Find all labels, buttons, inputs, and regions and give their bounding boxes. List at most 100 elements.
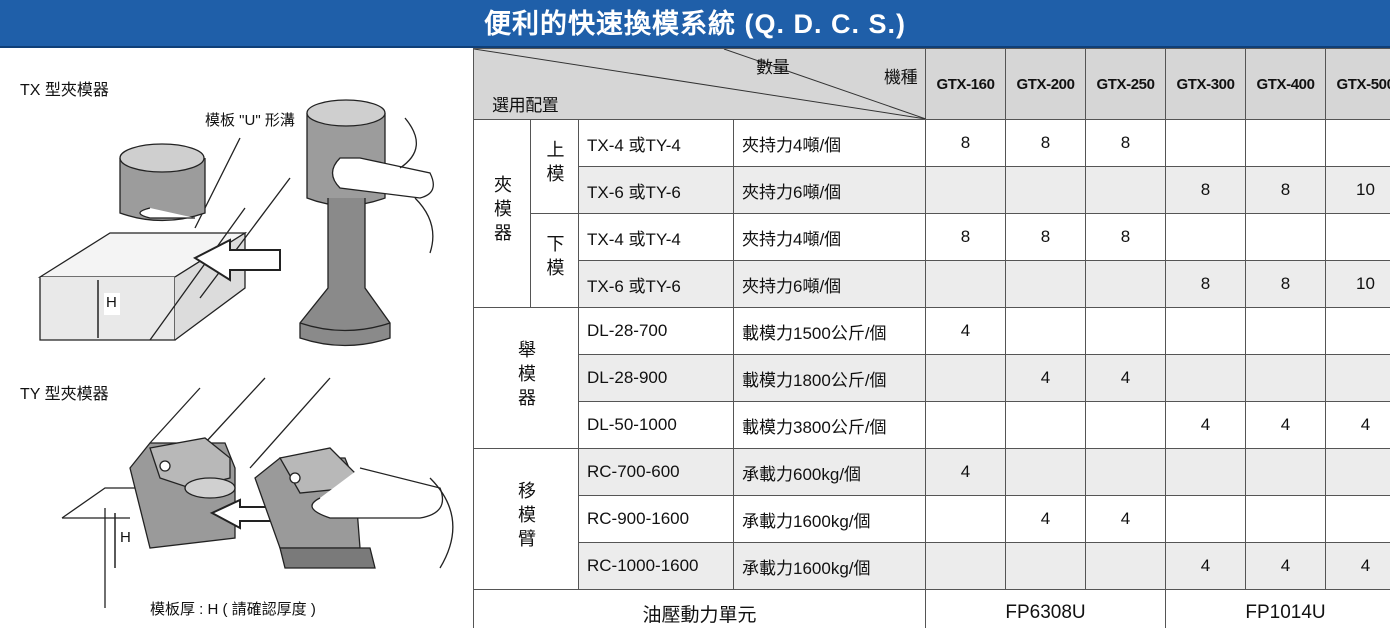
header-row: 選用配置 數量 機種 GTX-160 GTX-200 GTX-250 GTX-300 G… [473,48,1390,120]
count: 4 [1280,556,1291,575]
count: 8 [1280,274,1291,293]
table-row: TX-6 或TY-6 夾持力6噸/個 8 8 10 [474,260,1390,308]
count-cell [1085,401,1166,449]
h-label: H [120,529,131,546]
count-cell: 8 [1245,166,1326,214]
count-cell [925,542,1006,590]
count-cell [1085,307,1166,355]
count-cell [1165,119,1246,167]
count: 4 [1200,415,1211,434]
count: 10 [1356,180,1375,199]
count: 8 [1200,274,1211,293]
count: 8 [1120,133,1131,152]
table-row: RC-900-1600 承載力1600kg/個 4 4 [474,495,1390,543]
spec-cell: 載模力3800公斤/個 [733,401,926,449]
count-cell [1245,307,1326,355]
count: 4 [1200,556,1211,575]
table-wrap: 選用配置 數量 機種 GTX-160 GTX-200 GTX-250 GTX-300 G… [473,48,1390,628]
count-cell [1085,448,1166,496]
table-row: DL-50-1000 載模力3800公斤/個 4 4 4 [474,401,1390,449]
spec-cell: 夾持力6噸/個 [733,166,926,214]
quantity-label: 數量 [756,58,790,77]
h-label: H [106,294,117,311]
spec-cell: 夾持力6噸/個 [733,260,926,308]
count: 4 [1360,415,1371,434]
tx-label: TX 型夾模器 [20,82,109,99]
count-cell: 8 [1085,213,1166,261]
count-cell: 4 [1245,542,1326,590]
count: 8 [1200,180,1211,199]
table-row: RC-1000-1600 承載力1600kg/個 4 4 4 [474,542,1390,590]
count-cell: 10 [1325,166,1390,214]
count: 4 [960,321,971,340]
count-cell [1005,448,1086,496]
spec-cell: 夾持力4噸/個 [733,213,926,261]
spec-cell: 夾持力4噸/個 [733,119,926,167]
group-cell: 上模 [530,119,579,214]
count-cell [925,354,1006,402]
count-cell [1005,542,1086,590]
count-cell [1165,213,1246,261]
group-label: 上模 [544,140,565,188]
column-header: GTX-160 [925,48,1006,120]
count-cell: 4 [925,448,1006,496]
count-cell: 8 [1005,213,1086,261]
count-cell: 4 [1325,401,1390,449]
count: 4 [1280,415,1291,434]
count-cell: 10 [1325,260,1390,308]
group-cell: 下模 [530,213,579,308]
count-cell: 4 [1005,354,1086,402]
count: 8 [960,133,971,152]
group-cell: 舉模器 [473,307,579,449]
count: 10 [1356,274,1375,293]
config-table: 選用配置 數量 機種 GTX-160 GTX-200 GTX-250 GTX-300 G… [473,48,1390,628]
model-cell: RC-900-1600 [578,495,734,543]
count-cell [1325,354,1390,402]
count-cell [1245,213,1326,261]
count: 4 [1360,556,1371,575]
footer-label: 油壓動力單元 [473,589,926,628]
model-cell: DL-28-700 [578,307,734,355]
group-label: 移模臂 [516,480,536,553]
count-cell [1325,119,1390,167]
count-cell [1085,542,1166,590]
model-cell: TX-4 或TY-4 [578,119,734,167]
footer-unit: FP1014U [1165,589,1390,628]
count-cell [1325,448,1390,496]
model-cell: TX-4 或TY-4 [578,213,734,261]
model-cell: RC-700-600 [578,448,734,496]
count-cell [1165,448,1246,496]
count-cell: 8 [1165,260,1246,308]
count-cell [925,260,1006,308]
illustration [37,99,454,608]
u-groove-label: 模板 "U" 形溝 [205,112,295,129]
count-cell [925,495,1006,543]
column-header: GTX-400 [1245,48,1326,120]
count: 4 [1040,509,1051,528]
count-cell: 4 [1165,542,1246,590]
table-row: 舉模器 DL-28-700 載模力1500公斤/個 4 [473,307,1390,449]
ty-label: TY 型夾模器 [20,386,109,403]
count: 8 [1120,227,1131,246]
illustration-panel: TX 型夾模器 模板 "U" 形溝 H TY 型夾模器 H 模板厚 : H ( … [0,48,473,628]
count-cell: 8 [1005,119,1086,167]
group-cell: 夾模器 [473,119,531,308]
model-cell: DL-50-1000 [578,401,734,449]
count-cell: 4 [1085,495,1166,543]
caption: 模板厚 : H ( 請確認厚度 ) [150,601,316,618]
count: 4 [1040,368,1051,387]
count-cell [925,401,1006,449]
corner-cell: 選用配置 數量 機種 [473,48,926,120]
spec-cell: 承載力1600kg/個 [733,495,926,543]
count-cell [1165,307,1246,355]
count: 8 [1040,227,1051,246]
count-cell [1325,495,1390,543]
model-cell: TX-6 或TY-6 [578,166,734,214]
group-cell: 移模臂 [473,448,579,590]
table-row: 夾模器 上模 TX-4 或TY-4 夾持力4噸/個 8 8 8 [473,119,1390,308]
footer-unit: FP6308U [925,589,1166,628]
group-label: 夾模器 [492,175,512,247]
spec-cell: 承載力600kg/個 [733,448,926,496]
count: 4 [1120,509,1131,528]
table-row: 下模 TX-4 或TY-4 夾持力4噸/個 8 8 8 [474,213,1390,308]
